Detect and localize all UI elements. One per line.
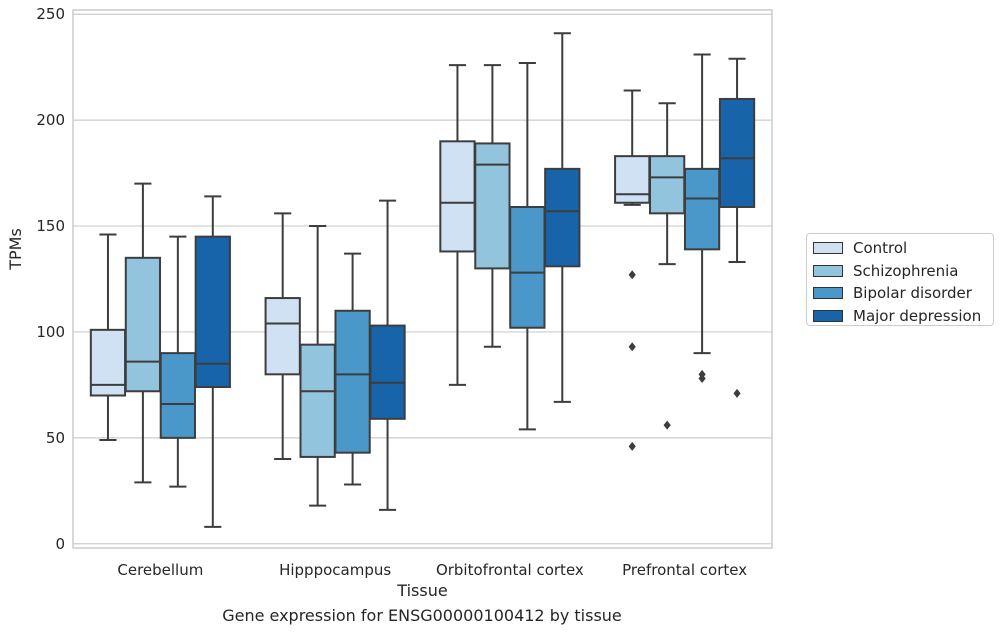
box-bipolar-disorder-cerebellum (159, 352, 196, 439)
x-tick-label-prefrontal-cortex: Prefrontal cortex (622, 561, 747, 579)
legend-swatch-major-depression (813, 309, 843, 322)
x-tick-label-orbitofrontal-cortex: Orbitofrontal cortex (436, 561, 584, 579)
box-bipolar-disorder-prefrontal-cortex (683, 167, 721, 251)
box-schizophrenia-cerebellum (124, 256, 162, 393)
legend-swatch-control (813, 242, 843, 255)
outlier-bipolar-disorder-prefrontal-cortex-1 (698, 374, 706, 384)
box-bipolar-disorder-orbitofrontal-cortex (509, 205, 546, 329)
y-tick-label-200: 200 (36, 111, 65, 129)
y-tick-label-0: 0 (55, 535, 65, 553)
outlier-control-prefrontal-cortex-1 (628, 342, 636, 352)
box-schizophrenia-orbitofrontal-cortex (474, 142, 511, 270)
outlier-control-prefrontal-cortex-2 (628, 441, 636, 451)
legend-item-bipolar-disorder: Bipolar disorder (813, 282, 993, 305)
y-axis-label: TPMs (6, 228, 25, 271)
y-tick-label-50: 50 (46, 429, 65, 447)
legend-label-control: Control (853, 239, 908, 258)
legend-swatch-bipolar-disorder (813, 287, 843, 300)
legend-item-schizophrenia: Schizophrenia (813, 260, 993, 283)
legend-item-major-depression: Major depression (813, 305, 993, 328)
legend-label-bipolar-disorder: Bipolar disorder (853, 284, 972, 303)
y-tick-label-100: 100 (36, 323, 65, 341)
y-tick-label-150: 150 (36, 217, 65, 235)
legend-item-control: Control (813, 237, 993, 260)
x-tick-label-cerebellum: Cerebellum (117, 561, 203, 579)
box-control-hipppocampus (264, 297, 301, 376)
legend: Control Schizophrenia Bipolar disorder M… (806, 233, 994, 326)
outlier-schizophrenia-prefrontal-cortex-0 (663, 420, 671, 430)
box-major-depression-orbitofrontal-cortex (544, 167, 581, 268)
legend-label-major-depression: Major depression (853, 306, 982, 325)
outlier-control-prefrontal-cortex-0 (628, 270, 636, 280)
box-schizophrenia-hipppocampus (299, 343, 336, 458)
y-tick-label-250: 250 (36, 5, 65, 23)
box-major-depression-prefrontal-cortex (718, 97, 756, 208)
x-axis-label: Tissue (396, 581, 447, 600)
box-bipolar-disorder-hipppocampus (334, 309, 371, 454)
legend-label-schizophrenia: Schizophrenia (853, 261, 959, 280)
outlier-major-depression-prefrontal-cortex-0 (733, 388, 741, 398)
chart-caption: Gene expression for ENSG00000100412 by t… (222, 606, 622, 625)
box-schizophrenia-prefrontal-cortex (649, 155, 686, 215)
x-tick-label-hipppocampus: Hipppocampus (279, 561, 391, 579)
box-control-prefrontal-cortex (614, 155, 651, 204)
plot-frame (72, 9, 773, 549)
box-major-depression-cerebellum (194, 235, 231, 389)
box-control-orbitofrontal-cortex (439, 140, 476, 253)
legend-swatch-schizophrenia (813, 264, 843, 277)
box-major-depression-hipppocampus (369, 324, 406, 420)
